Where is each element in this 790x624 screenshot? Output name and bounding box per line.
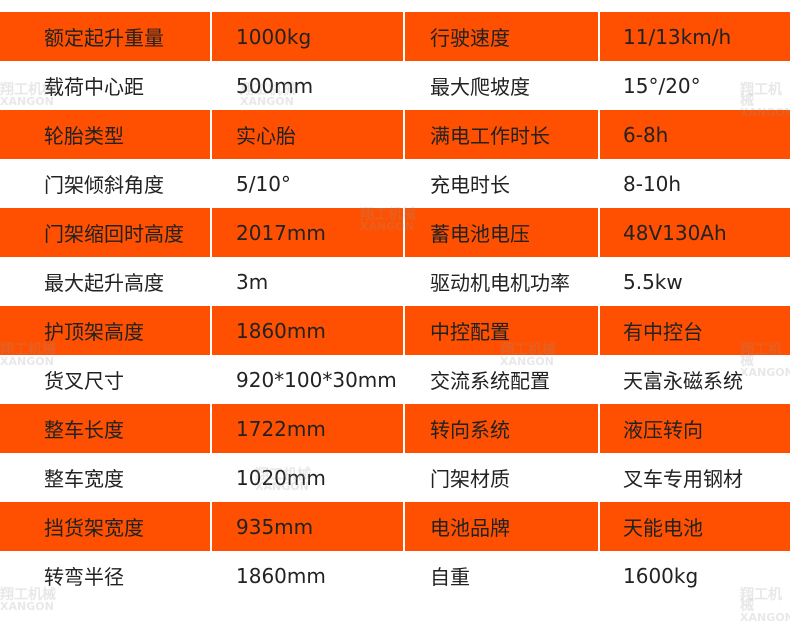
spec-label: 驱动机电机功率 — [405, 257, 600, 306]
spec-value: 15°/20° — [623, 73, 701, 98]
table-row: 整车长度 1722mm 转向系统 液压转向 — [0, 404, 790, 453]
spec-value: 2017mm — [212, 208, 405, 257]
spec-label: 货叉尺寸 — [0, 355, 212, 404]
table-row: 转弯半径 1860mm 自重 1600kg — [0, 551, 790, 600]
watermark-en: XANGON — [0, 600, 54, 613]
table-row: 门架倾斜角度 5/10° 充电时长 8-10h — [0, 159, 790, 208]
spec-value: 液压转向 — [623, 418, 703, 442]
spec-label: 满电工作时长 — [405, 110, 600, 159]
table-row: 载荷中心距 500mm 最大爬坡度 15°/20° — [0, 61, 790, 110]
spec-label: 整车长度 — [0, 404, 212, 453]
spec-value: 6-8h — [623, 122, 669, 147]
spec-label: 门架倾斜角度 — [0, 159, 212, 208]
spec-label: 充电时长 — [405, 159, 600, 208]
spec-value: 11/13km/h — [623, 24, 732, 49]
spec-table: 额定起升重量 1000kg 行驶速度 11/13km/h 载荷中心距 500mm 最大爬坡度… — [0, 12, 790, 600]
spec-value: 1000kg — [212, 12, 405, 61]
spec-value: 3m — [212, 257, 405, 306]
spec-label: 自重 — [405, 551, 600, 600]
spec-value: 8-10h — [623, 171, 682, 196]
spec-label: 电池品牌 — [405, 502, 600, 551]
spec-label: 额定起升重量 — [0, 12, 212, 61]
spec-value: 5/10° — [212, 159, 405, 208]
spec-label: 载荷中心距 — [0, 61, 212, 110]
spec-label: 中控配置 — [405, 306, 600, 355]
table-row: 轮胎类型 实心胎 满电工作时长 6-8h — [0, 110, 790, 159]
spec-label: 转向系统 — [405, 404, 600, 453]
spec-value: 1860mm — [212, 551, 405, 600]
spec-label: 挡货架宽度 — [0, 502, 212, 551]
table-row: 挡货架宽度 935mm 电池品牌 天能电池 — [0, 502, 790, 551]
table-row: 最大起升高度 3m 驱动机电机功率 5.5kw — [0, 257, 790, 306]
table-row: 整车宽度 1020mm 门架材质 叉车专用钢材 — [0, 453, 790, 502]
spec-label: 门架缩回时高度 — [0, 208, 212, 257]
spec-label: 轮胎类型 — [0, 110, 212, 159]
spec-value: 实心胎 — [212, 110, 405, 159]
spec-value: 935mm — [212, 502, 405, 551]
table-row: 货叉尺寸 920*100*30mm 交流系统配置 天富永磁系统 — [0, 355, 790, 404]
table-row: 门架缩回时高度 2017mm 蓄电池电压 48V130Ah — [0, 208, 790, 257]
table-row: 额定起升重量 1000kg 行驶速度 11/13km/h — [0, 12, 790, 61]
spec-label: 整车宽度 — [0, 453, 212, 502]
spec-label: 护顶架高度 — [0, 306, 212, 355]
spec-value: 1860mm — [212, 306, 405, 355]
spec-value: 5.5kw — [623, 269, 683, 294]
spec-value: 1600kg — [623, 563, 699, 588]
spec-label: 转弯半径 — [0, 551, 212, 600]
spec-label: 最大爬坡度 — [405, 61, 600, 110]
spec-label: 门架材质 — [405, 453, 600, 502]
spec-value: 48V130Ah — [623, 220, 727, 245]
spec-label: 最大起升高度 — [0, 257, 212, 306]
spec-value: 有中控台 — [623, 320, 703, 344]
spec-label: 蓄电池电压 — [405, 208, 600, 257]
spec-value: 500mm — [212, 61, 405, 110]
spec-value: 1020mm — [212, 453, 405, 502]
table-row: 护顶架高度 1860mm 中控配置 有中控台 — [0, 306, 790, 355]
spec-label: 行驶速度 — [405, 12, 600, 61]
spec-value: 天能电池 — [623, 516, 703, 540]
spec-label: 交流系统配置 — [405, 355, 600, 404]
watermark-en: XANGON — [740, 611, 790, 624]
spec-value: 1722mm — [212, 404, 405, 453]
spec-value: 920*100*30mm — [212, 355, 405, 404]
spec-value: 天富永磁系统 — [623, 369, 743, 393]
spec-value: 叉车专用钢材 — [623, 467, 743, 491]
